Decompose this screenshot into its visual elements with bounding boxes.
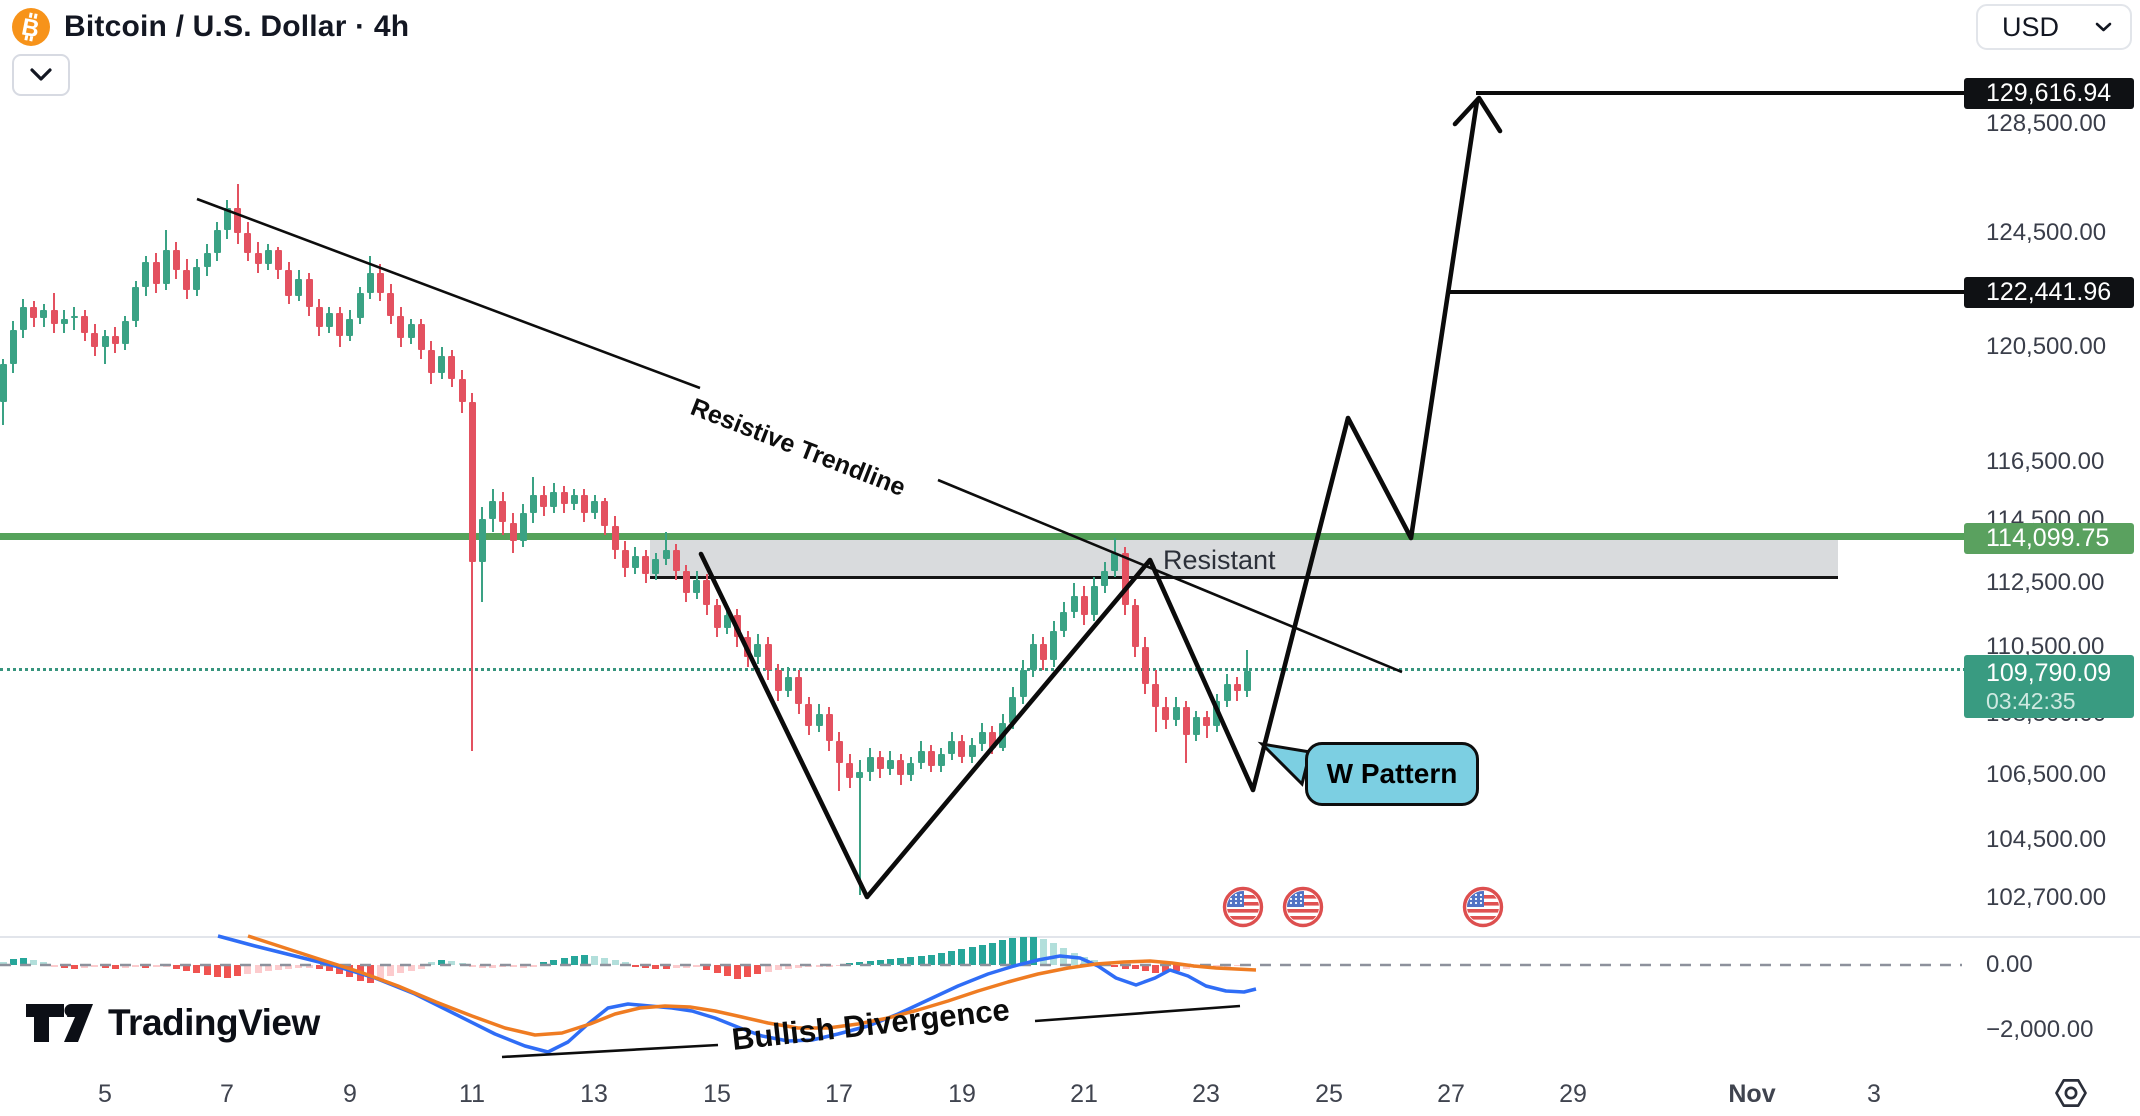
resistant-zone-rectangle[interactable]: [650, 540, 1838, 579]
target-level-lines[interactable]: [1449, 91, 1966, 294]
pane-separator[interactable]: [0, 936, 2140, 938]
currency-selector[interactable]: USD: [1976, 4, 2132, 50]
currency-value: USD: [2002, 11, 2060, 42]
time-axis-label: 5: [98, 1080, 112, 1108]
time-axis-label: Nov: [1728, 1080, 1776, 1108]
price-axis-label: 112,500.00: [1986, 569, 2105, 596]
tradingview-logo-text: TradingView: [108, 1002, 320, 1043]
price-axis-label: 116,500.00: [1986, 448, 2105, 475]
time-axis-label: 23: [1192, 1080, 1220, 1108]
us-flag-icon[interactable]: [1460, 884, 1506, 935]
price-axis-label: 120,500.00: [1986, 333, 2107, 360]
resistive-trendline-drawing[interactable]: [196, 197, 1403, 674]
time-axis-label: 17: [825, 1080, 853, 1108]
time-axis-label: 27: [1437, 1080, 1465, 1108]
price-axis-label: 0.00: [1986, 951, 2033, 978]
arrowhead-icon: [1452, 95, 1503, 134]
price-axis-label: 128,500.00: [1986, 110, 2107, 137]
time-axis-label: 13: [580, 1080, 608, 1108]
symbol-header[interactable]: B Bitcoin / U.S. Dollar · 4h: [12, 8, 409, 46]
target-mid-badge: 122,441.96: [1964, 276, 2134, 308]
w-bubble-tail: [1257, 741, 1312, 787]
time-axis-label: 11: [459, 1080, 485, 1108]
resistance-price-badge: 114,099.75: [1964, 522, 2134, 554]
time-axis-label: 19: [948, 1080, 976, 1108]
time-axis-label: 21: [1070, 1080, 1098, 1108]
resistance-line[interactable]: [0, 533, 1966, 540]
us-flag-icon[interactable]: [1280, 884, 1326, 935]
svg-text:B: B: [19, 14, 41, 42]
time-axis-label: 7: [220, 1080, 234, 1108]
time-axis-label: 29: [1559, 1080, 1587, 1108]
time-axis-label: 25: [1315, 1080, 1343, 1108]
price-axis-label: 124,500.00: [1986, 219, 2107, 246]
w-pattern-label: W Pattern: [1326, 758, 1458, 789]
time-axis-label: 3: [1867, 1080, 1881, 1108]
w-pattern-bubble[interactable]: W Pattern: [1305, 742, 1479, 806]
w-pattern-drawing[interactable]: [698, 95, 1503, 900]
price-axis-label: 104,500.00: [1986, 826, 2107, 853]
symbol-title[interactable]: Bitcoin / U.S. Dollar · 4h: [64, 10, 410, 43]
time-axis-label: 15: [703, 1080, 731, 1108]
macd-signal-line: [247, 934, 1257, 1037]
bitcoin-icon: B: [12, 8, 50, 46]
bullish-divergence-trendline[interactable]: [501, 1004, 1241, 1059]
gear-icon[interactable]: [2052, 1076, 2090, 1110]
macd-line: [217, 934, 1257, 1054]
current-price-dotted-line: [0, 668, 1966, 671]
chevron-down-icon: [2095, 22, 2112, 31]
price-axis-label: −2,000.00: [1986, 1016, 2094, 1043]
resistant-zone-label[interactable]: Resistant: [1163, 545, 1276, 575]
current-price-badge: 109,790.09 03:42:35: [1964, 654, 2134, 718]
price-axis-label: 102,700.00: [1986, 884, 2107, 911]
collapse-toolbar-button[interactable]: [12, 54, 70, 96]
time-axis-label: 9: [343, 1080, 357, 1108]
tradingview-logo[interactable]: TradingView: [24, 1000, 320, 1046]
price-axis-label: 106,500.00: [1986, 761, 2107, 788]
target-high-badge: 129,616.94: [1964, 77, 2134, 109]
chevron-down-icon: [30, 68, 52, 81]
us-flag-icon[interactable]: [1220, 884, 1266, 935]
tradingview-mark-icon: [26, 1004, 93, 1042]
